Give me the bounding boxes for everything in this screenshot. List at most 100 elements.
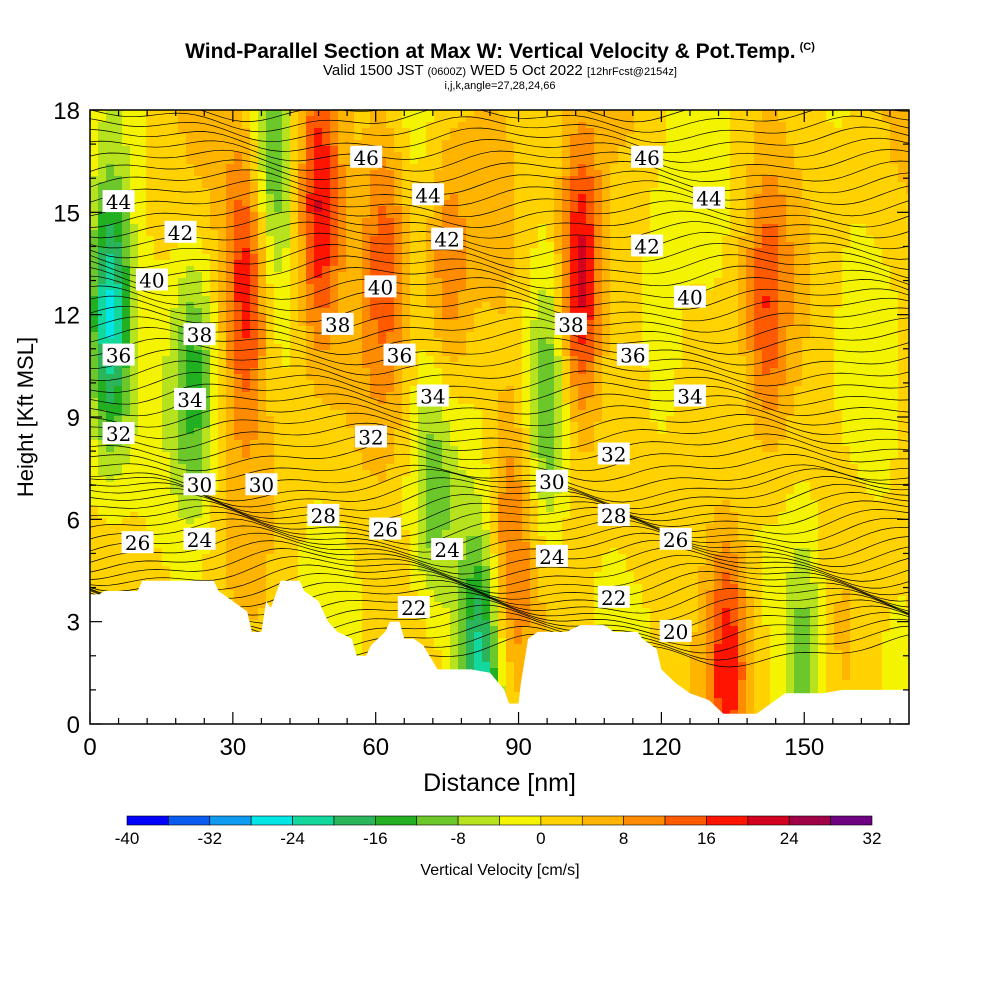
vertical-velocity-cell xyxy=(378,308,387,315)
vertical-velocity-cell xyxy=(306,590,315,597)
vertical-velocity-cell xyxy=(146,212,155,219)
vertical-velocity-cell xyxy=(322,122,331,129)
vertical-velocity-cell xyxy=(442,584,451,591)
vertical-velocity-cell xyxy=(258,368,267,375)
vertical-velocity-cell xyxy=(474,176,483,183)
vertical-velocity-cell xyxy=(370,356,379,363)
vertical-velocity-cell xyxy=(218,110,227,117)
vertical-velocity-cell xyxy=(370,458,379,465)
vertical-velocity-cell xyxy=(378,488,387,495)
vertical-velocity-cell xyxy=(386,554,395,561)
vertical-velocity-cell xyxy=(274,440,283,447)
vertical-velocity-cell xyxy=(138,362,147,369)
vertical-velocity-cell xyxy=(282,284,291,291)
vertical-velocity-cell xyxy=(114,374,123,381)
vertical-velocity-cell xyxy=(362,410,371,417)
vertical-velocity-cell xyxy=(354,212,363,219)
vertical-velocity-cell xyxy=(290,542,299,549)
vertical-velocity-cell xyxy=(194,146,203,153)
vertical-velocity-cell xyxy=(250,566,259,573)
vertical-velocity-cell xyxy=(274,188,283,195)
vertical-velocity-cell xyxy=(170,512,179,519)
vertical-velocity-cell xyxy=(130,392,139,399)
vertical-velocity-cell xyxy=(458,620,467,627)
vertical-velocity-cell xyxy=(130,146,139,153)
vertical-velocity-cell xyxy=(458,206,467,213)
vertical-velocity-cell xyxy=(250,614,259,621)
vertical-velocity-cell xyxy=(90,548,99,555)
vertical-velocity-cell xyxy=(314,596,323,603)
vertical-velocity-cell xyxy=(154,158,163,165)
vertical-velocity-cell xyxy=(378,332,387,339)
vertical-velocity-cell xyxy=(186,572,195,579)
vertical-velocity-cell xyxy=(394,194,403,201)
vertical-velocity-cell xyxy=(338,434,347,441)
vertical-velocity-cell xyxy=(194,200,203,207)
vertical-velocity-cell xyxy=(466,302,475,309)
vertical-velocity-cell xyxy=(98,170,107,177)
vertical-velocity-cell xyxy=(234,410,243,417)
vertical-velocity-cell xyxy=(370,374,379,381)
vertical-velocity-cell xyxy=(306,194,315,201)
vertical-velocity-cell xyxy=(362,548,371,555)
vertical-velocity-cell xyxy=(298,170,307,177)
vertical-velocity-cell xyxy=(194,152,203,159)
vertical-velocity-cell xyxy=(394,254,403,261)
vertical-velocity-cell xyxy=(178,344,187,351)
vertical-velocity-cell xyxy=(354,464,363,471)
vertical-velocity-cell xyxy=(202,302,211,309)
vertical-velocity-cell xyxy=(282,254,291,261)
vertical-velocity-cell xyxy=(362,314,371,321)
vertical-velocity-cell xyxy=(146,248,155,255)
vertical-velocity-cell xyxy=(202,362,211,369)
vertical-velocity-cell xyxy=(146,446,155,453)
vertical-velocity-cell xyxy=(274,344,283,351)
vertical-velocity-cell xyxy=(378,590,387,597)
vertical-velocity-cell xyxy=(314,320,323,327)
vertical-velocity-cell xyxy=(154,188,163,195)
vertical-velocity-cell xyxy=(146,356,155,363)
vertical-velocity-cell xyxy=(322,164,331,171)
vertical-velocity-cell xyxy=(306,182,315,189)
vertical-velocity-cell xyxy=(426,158,435,165)
vertical-velocity-cell xyxy=(170,296,179,303)
vertical-velocity-cell xyxy=(322,542,331,549)
vertical-velocity-cell xyxy=(210,368,219,375)
vertical-velocity-cell xyxy=(394,560,403,567)
vertical-velocity-cell xyxy=(234,356,243,363)
vertical-velocity-cell xyxy=(138,248,147,255)
vertical-velocity-cell xyxy=(242,356,251,363)
vertical-velocity-cell xyxy=(298,380,307,387)
vertical-velocity-cell xyxy=(330,488,339,495)
vertical-velocity-cell xyxy=(186,500,195,507)
vertical-velocity-cell xyxy=(98,278,107,285)
vertical-velocity-cell xyxy=(338,602,347,609)
vertical-velocity-cell xyxy=(290,266,299,273)
vertical-velocity-cell xyxy=(162,524,171,531)
vertical-velocity-cell xyxy=(202,410,211,417)
vertical-velocity-cell xyxy=(210,392,219,399)
vertical-velocity-cell xyxy=(146,194,155,201)
vertical-velocity-cell xyxy=(442,410,451,417)
vertical-velocity-cell xyxy=(242,116,251,123)
vertical-velocity-cell xyxy=(106,278,115,285)
vertical-velocity-cell xyxy=(258,512,267,519)
vertical-velocity-cell xyxy=(418,524,427,531)
vertical-velocity-cell xyxy=(226,566,235,573)
vertical-velocity-cell xyxy=(306,410,315,417)
vertical-velocity-cell xyxy=(362,236,371,243)
vertical-velocity-cell xyxy=(154,230,163,237)
vertical-velocity-cell xyxy=(170,554,179,561)
vertical-velocity-cell xyxy=(362,470,371,477)
vertical-velocity-cell xyxy=(130,134,139,141)
vertical-velocity-cell xyxy=(154,110,163,117)
vertical-velocity-cell xyxy=(274,140,283,147)
vertical-velocity-cell xyxy=(90,500,99,507)
vertical-velocity-cell xyxy=(218,194,227,201)
vertical-velocity-cell xyxy=(330,416,339,423)
vertical-velocity-cell xyxy=(386,164,395,171)
vertical-velocity-cell xyxy=(226,536,235,543)
vertical-velocity-cell xyxy=(322,560,331,567)
vertical-velocity-cell xyxy=(170,530,179,537)
vertical-velocity-cell xyxy=(394,434,403,441)
